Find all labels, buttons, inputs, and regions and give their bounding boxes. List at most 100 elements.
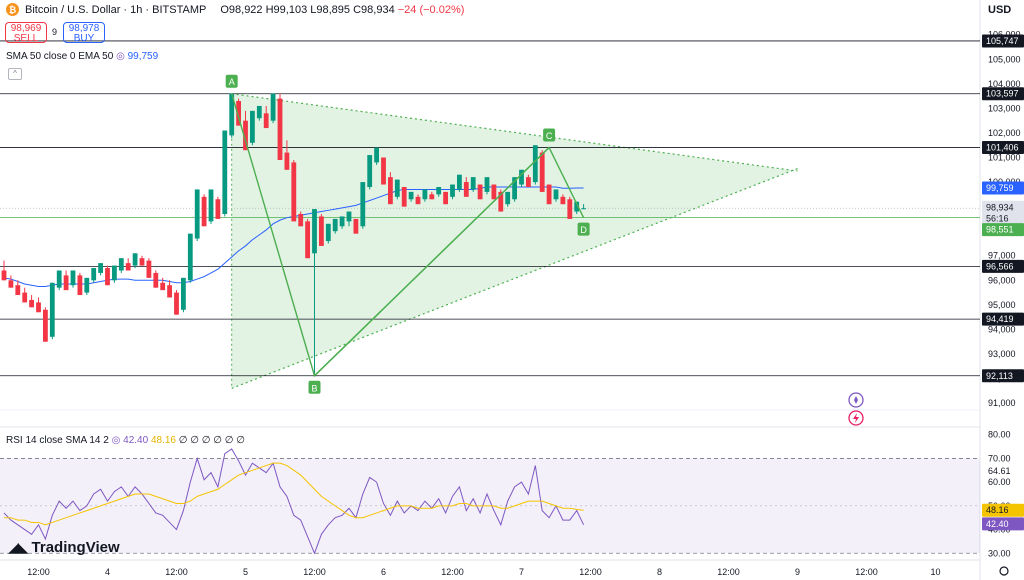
candle: [8, 275, 14, 288]
time-tick-label: 12:00: [717, 567, 740, 577]
candle-body: [346, 211, 352, 222]
candle: [167, 280, 172, 298]
candle: [84, 277, 90, 296]
rocket-icon[interactable]: [848, 392, 864, 408]
candle: [581, 204, 586, 210]
rsi-value-tag-label: 48.16: [986, 505, 1009, 515]
rsi-value-tag-label: 42.40: [986, 519, 1009, 529]
candle: [77, 272, 83, 296]
candle: [125, 258, 131, 271]
candle-body: [84, 277, 90, 293]
buy-price: 98,978: [68, 23, 100, 34]
candle: [532, 145, 538, 185]
rsi-sma-value: 48.16: [150, 435, 176, 446]
rsi-legend[interactable]: RSI 14 close SMA 14 2 ◎ 42.40 48.16 ∅ ∅ …: [6, 435, 245, 446]
candle: [243, 110, 248, 151]
candle-body: [429, 194, 435, 200]
candle-body: [470, 177, 476, 190]
candle: [291, 159, 297, 222]
candle-body: [353, 218, 359, 234]
rsi-tick-label: 80.00: [988, 430, 1011, 440]
candle: [491, 184, 497, 200]
eye-icon[interactable]: ◎: [111, 435, 121, 446]
candle: [526, 174, 531, 187]
time-tick-label: 4: [105, 567, 110, 577]
price-tag-box: [982, 369, 1024, 383]
time-tick-label: 12:00: [303, 567, 326, 577]
candle-body: [339, 216, 345, 227]
candle: [477, 184, 483, 200]
pattern-point-label: B: [311, 383, 317, 393]
time-tick-label: 12:00: [165, 567, 188, 577]
candle-body: [270, 93, 276, 121]
collapse-legend-icon[interactable]: ^: [8, 68, 22, 80]
candle: [443, 191, 448, 205]
currency-selector[interactable]: USD: [988, 4, 1012, 16]
price-tag-box: [982, 259, 1024, 273]
indicator-legend[interactable]: SMA 50 close 0 EMA 50 ◎ 99,759: [6, 51, 158, 62]
time-tick-label: 12:00: [855, 567, 878, 577]
time-tick-label: 6: [381, 567, 386, 577]
price-tag-box: [982, 181, 1024, 195]
price-tag-label: 101,406: [986, 143, 1019, 153]
candle-body: [512, 177, 517, 200]
open-value: O98,922: [220, 3, 263, 16]
candle: [98, 263, 103, 276]
candle: [546, 184, 552, 205]
price-tag-box: [982, 200, 1024, 214]
brand-name: TradingView: [31, 539, 120, 556]
candle-body: [222, 130, 228, 214]
rsi-label: RSI 14 close SMA 14 2: [6, 435, 109, 446]
candle: [181, 277, 186, 313]
price-tick-label: 104,000: [988, 79, 1021, 89]
eye-icon[interactable]: ◎: [116, 51, 125, 62]
candle-body: [319, 216, 324, 246]
price-tag-box: [982, 312, 1024, 326]
candle-body: [181, 277, 186, 310]
candle-body: [560, 196, 566, 205]
candle: [139, 255, 145, 266]
pattern-point-badge: [543, 128, 556, 142]
price-tick-label: 101,000: [988, 153, 1021, 163]
candle-body: [567, 199, 573, 219]
low-value: L98,895: [310, 3, 351, 16]
candle: [215, 196, 221, 219]
time-tick-label: 7: [519, 567, 524, 577]
candle: [560, 194, 566, 205]
price-tick-label: 94,000: [988, 324, 1016, 334]
candle-body: [450, 184, 455, 197]
candle: [388, 172, 393, 205]
candle-body: [436, 186, 442, 195]
tradingview-logo: ◢◣ TradingView: [8, 539, 120, 556]
pattern-point-badge: [225, 74, 238, 88]
candle: [422, 189, 428, 202]
rsi-value-tag: [982, 503, 1024, 517]
pattern-point-badge: [577, 222, 590, 236]
candle: [325, 223, 331, 244]
candle-body: [477, 184, 483, 200]
symbol-title[interactable]: Bitcoin / U.S. Dollar · 1h · BITSTAMP: [25, 3, 207, 16]
price-tag-box: [982, 211, 1024, 225]
candle-body: [201, 196, 207, 227]
buy-button[interactable]: 98,978 BUY: [63, 22, 105, 44]
candle: [332, 218, 338, 234]
candle-body: [43, 309, 48, 342]
candle: [284, 140, 290, 170]
candle: [63, 270, 69, 291]
price-tick-label: 95,000: [988, 300, 1016, 310]
candle: [43, 307, 48, 342]
candle: [401, 186, 407, 207]
candle-body: [360, 182, 366, 227]
lightning-icon[interactable]: [848, 410, 864, 426]
candle-body: [153, 272, 159, 288]
candle: [153, 270, 159, 288]
settings-icon[interactable]: [999, 566, 1009, 576]
candle-body: [505, 191, 511, 205]
candle: [298, 211, 304, 227]
sell-button[interactable]: 98,969 SELL: [5, 22, 47, 44]
candle-body: [174, 292, 179, 315]
candle: [70, 270, 76, 288]
indicator-label: SMA 50 close 0 EMA 50: [6, 51, 114, 62]
candle: [160, 277, 166, 291]
